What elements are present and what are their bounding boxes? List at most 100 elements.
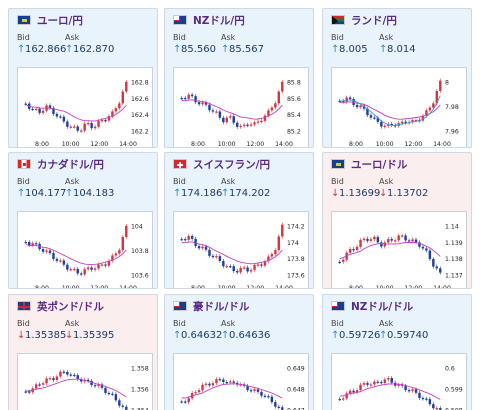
candle-body xyxy=(114,394,118,401)
candle-body xyxy=(62,371,66,373)
candle-body xyxy=(425,248,428,251)
price-chart[interactable]: 0.649 0.648 0.647 xyxy=(173,353,309,410)
candle-body xyxy=(180,239,183,241)
candle-body xyxy=(190,94,194,97)
y-tick-label: 0.6 xyxy=(445,366,455,373)
candle-body xyxy=(281,407,284,410)
bid-label: Bid xyxy=(173,33,186,42)
candle-body xyxy=(270,396,274,403)
candle-body xyxy=(79,130,83,132)
pair-title[interactable]: ユーロ/ドル xyxy=(351,158,408,171)
candle-body xyxy=(90,123,93,129)
candle-body xyxy=(373,236,376,240)
candle-body xyxy=(107,116,111,121)
candle-body xyxy=(100,384,104,388)
candle-body xyxy=(253,389,256,391)
x-tick-label: 10:00 xyxy=(376,285,394,289)
candle-body xyxy=(93,126,97,129)
price-chart[interactable]: 1.358 1.356 1.354 xyxy=(17,353,153,410)
pair-title[interactable]: ランド/円 xyxy=(351,14,397,27)
candle-body xyxy=(355,104,359,108)
rate-card-eur-jpy[interactable]: ユーロ/円 Bid Ask ↑162.866 ↑162.870 162.8 162… xyxy=(8,8,158,148)
rate-card-zar-jpy[interactable]: ランド/円 Bid Ask ↑8.005 ↑8.014 8 7.98 7.96 8:0… xyxy=(322,8,472,148)
candle-body xyxy=(76,375,79,380)
candle-body xyxy=(256,389,260,392)
candle-body xyxy=(404,385,407,391)
candle-body xyxy=(277,406,281,408)
candle-body xyxy=(73,268,76,271)
trend-arrow-icon: ↓ xyxy=(379,188,388,199)
rate-card-nzd-usd[interactable]: NZドル/ドル Bid Ask ↑0.59726 ↑0.59740 0.6 0.5… xyxy=(322,294,472,410)
y-tick-label: 0.649 xyxy=(287,366,305,373)
candle-body xyxy=(387,378,390,380)
candle-body xyxy=(352,98,355,105)
candle-body xyxy=(208,249,211,256)
candle-body xyxy=(352,249,355,251)
candle-body xyxy=(121,405,125,407)
rate-card-nzd-jpy[interactable]: NZドル/円 Bid Ask ↑85.560 ↑85.567 85.8 85.6 8… xyxy=(164,8,314,148)
pair-title[interactable]: 豪ドル/ドル xyxy=(193,300,250,313)
ask-value: ↑174.202 xyxy=(221,188,271,199)
candle-body xyxy=(38,108,41,113)
rate-card-gbp-usd[interactable]: 英ポンド/ドル Bid Ask ↓1.35385 ↓1.35395 1.358 1… xyxy=(8,294,158,410)
rate-card-eur-usd[interactable]: ユーロ/ドル Bid Ask ↓1.13699 ↓1.13702 1.14 1.1… xyxy=(322,152,472,289)
x-tick-label: 12:00 xyxy=(404,285,422,289)
y-tick-label: 1.137 xyxy=(445,273,463,280)
candle-body xyxy=(45,250,48,252)
candle-body xyxy=(380,242,383,247)
x-tick-label: 12:00 xyxy=(246,141,264,148)
candle-body xyxy=(66,264,69,270)
nz-flag-icon xyxy=(331,301,345,311)
candle-body xyxy=(222,379,225,383)
candle-body xyxy=(376,236,380,243)
ask-label: Ask xyxy=(379,33,394,42)
y-tick-label: 1.14 xyxy=(445,224,459,231)
pair-title[interactable]: 英ポンド/ドル xyxy=(37,300,104,313)
pair-title[interactable]: ユーロ/円 xyxy=(37,14,83,27)
candle-body xyxy=(86,123,90,125)
rate-card-cad-jpy[interactable]: カナダドル/円 Bid Ask ↑104.177 ↑104.183 104 103… xyxy=(8,152,158,289)
candlestick-svg: 1.14 1.139 1.138 1.137 8:00 10:00 12:00 14:00 xyxy=(338,224,463,289)
y-tick-label: 0.599 xyxy=(445,387,463,394)
pair-title[interactable]: NZドル/円 xyxy=(193,14,245,27)
candle-body xyxy=(48,378,52,380)
pair-title[interactable]: カナダドル/円 xyxy=(37,158,104,171)
candle-body xyxy=(55,376,59,381)
candle-body xyxy=(118,400,121,406)
price-chart[interactable]: 174.2 174 173.8 173.6 8:00 10:00 12:00 14:00 xyxy=(173,211,309,288)
price-chart[interactable]: 8 7.98 7.96 8:00 10:00 12:00 14:00 xyxy=(331,67,467,147)
candle-body xyxy=(97,121,100,127)
candle-body xyxy=(369,115,373,118)
price-chart[interactable]: 162.8 162.6 162.4 162.2 8:00 10:00 12:00 14:00 xyxy=(17,67,153,147)
pair-title[interactable]: スイスフラン/円 xyxy=(193,158,271,171)
candle-body xyxy=(270,254,274,257)
bid-value: ↓1.35385 xyxy=(17,330,67,341)
candle-body xyxy=(432,103,435,108)
candle-body xyxy=(201,384,204,391)
candle-body xyxy=(369,384,373,386)
candle-body xyxy=(229,266,232,268)
candle-body xyxy=(232,266,235,272)
candle-body xyxy=(359,384,362,391)
candle-body xyxy=(31,243,34,246)
price-chart[interactable]: 85.8 85.6 85.4 85.2 8:00 10:00 12:00 14:00 xyxy=(173,67,309,148)
au-flag-icon xyxy=(173,301,187,311)
candle-body xyxy=(69,269,73,271)
candle-body xyxy=(281,81,284,92)
pair-title[interactable]: NZドル/ドル xyxy=(351,300,414,313)
candle-body xyxy=(55,258,59,261)
y-tick-label: 104 xyxy=(131,224,143,231)
candle-body xyxy=(246,267,249,272)
candle-body xyxy=(253,122,256,125)
price-chart[interactable]: 104 103.8 103.6 8:00 10:00 12:00 14:00 xyxy=(17,211,153,288)
candle-body xyxy=(400,121,404,124)
price-chart[interactable]: 0.6 0.599 0.598 xyxy=(331,353,467,410)
x-tick-label: 8:00 xyxy=(349,285,363,289)
candlestick-svg: 0.649 0.648 0.647 xyxy=(180,366,305,410)
candle-body xyxy=(208,383,211,386)
rate-card-chf-jpy[interactable]: スイスフラン/円 Bid Ask ↑174.186 ↑174.202 174.2… xyxy=(164,152,314,289)
price-chart[interactable]: 1.14 1.139 1.138 1.137 8:00 10:00 12:00 14:00 xyxy=(331,211,467,289)
candle-body xyxy=(211,383,215,386)
rate-card-aud-usd[interactable]: 豪ドル/ドル Bid Ask ↑0.64632 ↑0.64636 0.649 0.… xyxy=(164,294,314,410)
ask-label: Ask xyxy=(379,319,394,328)
